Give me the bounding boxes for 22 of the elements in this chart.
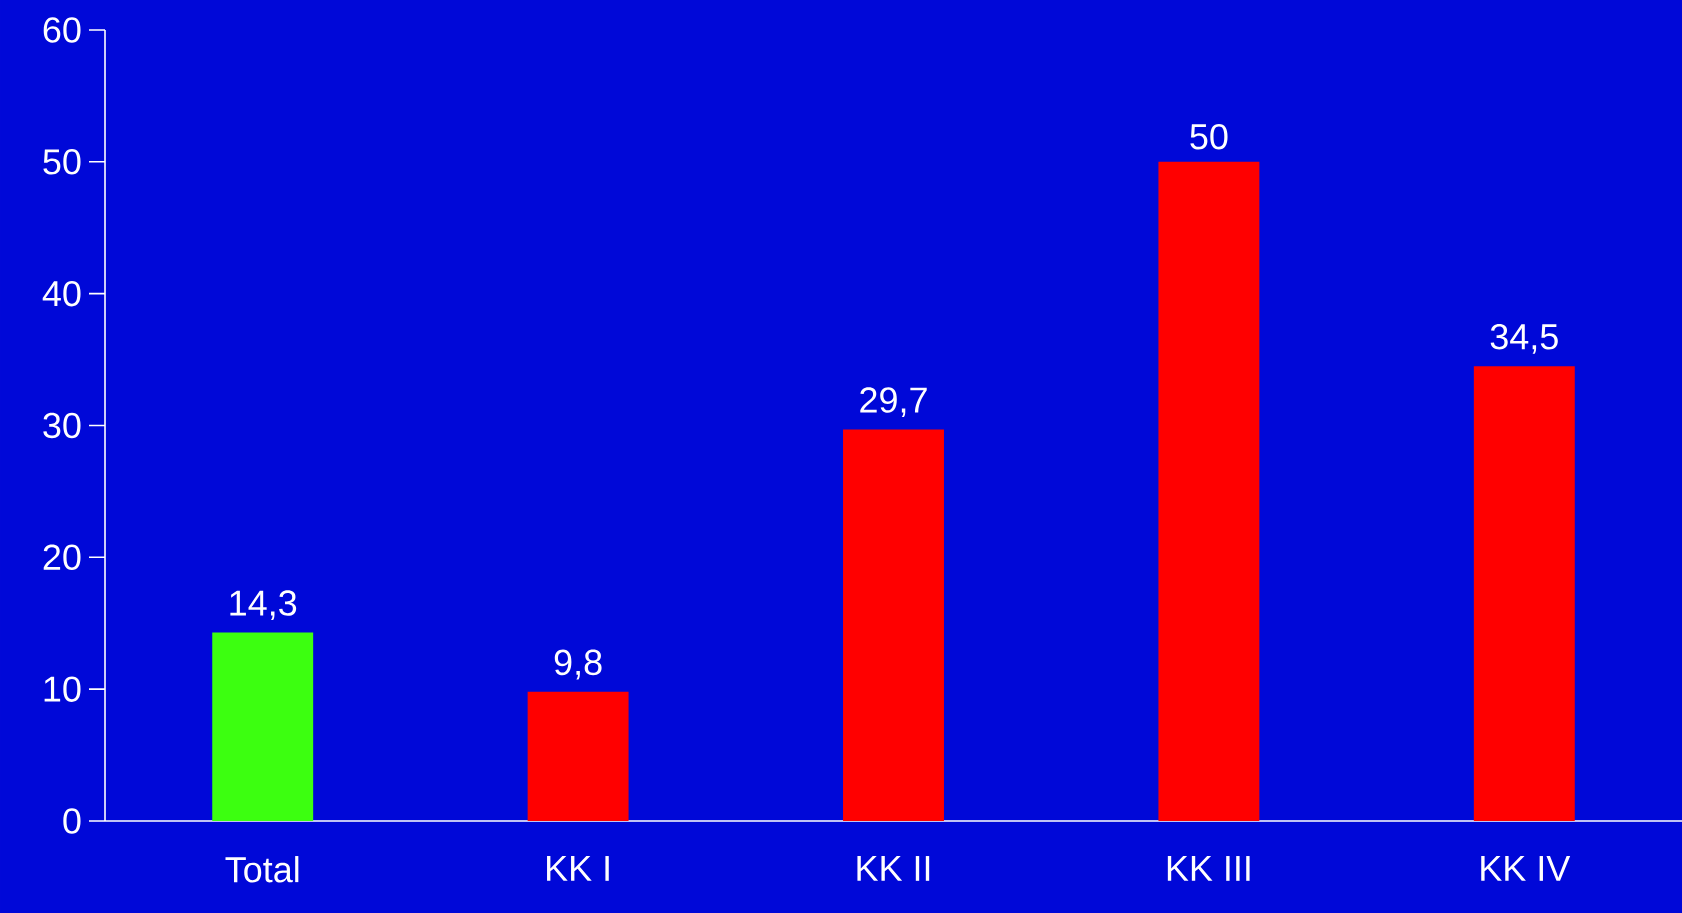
data-label: 29,7	[860, 387, 927, 418]
y-tick-label: 20	[43, 544, 81, 571]
bar	[527, 691, 629, 821]
bar	[843, 429, 944, 821]
x-tick-label: KK IV	[1481, 856, 1571, 881]
bar	[1158, 161, 1260, 821]
y-tick-label: 0	[63, 808, 81, 834]
data-label: 50	[1190, 123, 1228, 150]
x-tick-label: KK II	[857, 856, 930, 881]
x-tick-label: Total	[225, 856, 299, 883]
x-tick-label: KK III	[1167, 856, 1250, 881]
bar	[1473, 366, 1575, 821]
y-tick-label: 30	[43, 412, 81, 439]
y-tick-label: 60	[43, 17, 81, 43]
x-tick-label: KK I	[547, 856, 609, 881]
y-tick-label: 40	[42, 280, 81, 307]
data-label: 14,3	[230, 590, 297, 621]
data-label: 34,5	[1490, 324, 1558, 354]
data-label: 9,8	[554, 649, 602, 680]
y-tick-label: 50	[43, 149, 81, 175]
y-tick-label: 10	[44, 676, 81, 702]
bar	[212, 632, 314, 821]
